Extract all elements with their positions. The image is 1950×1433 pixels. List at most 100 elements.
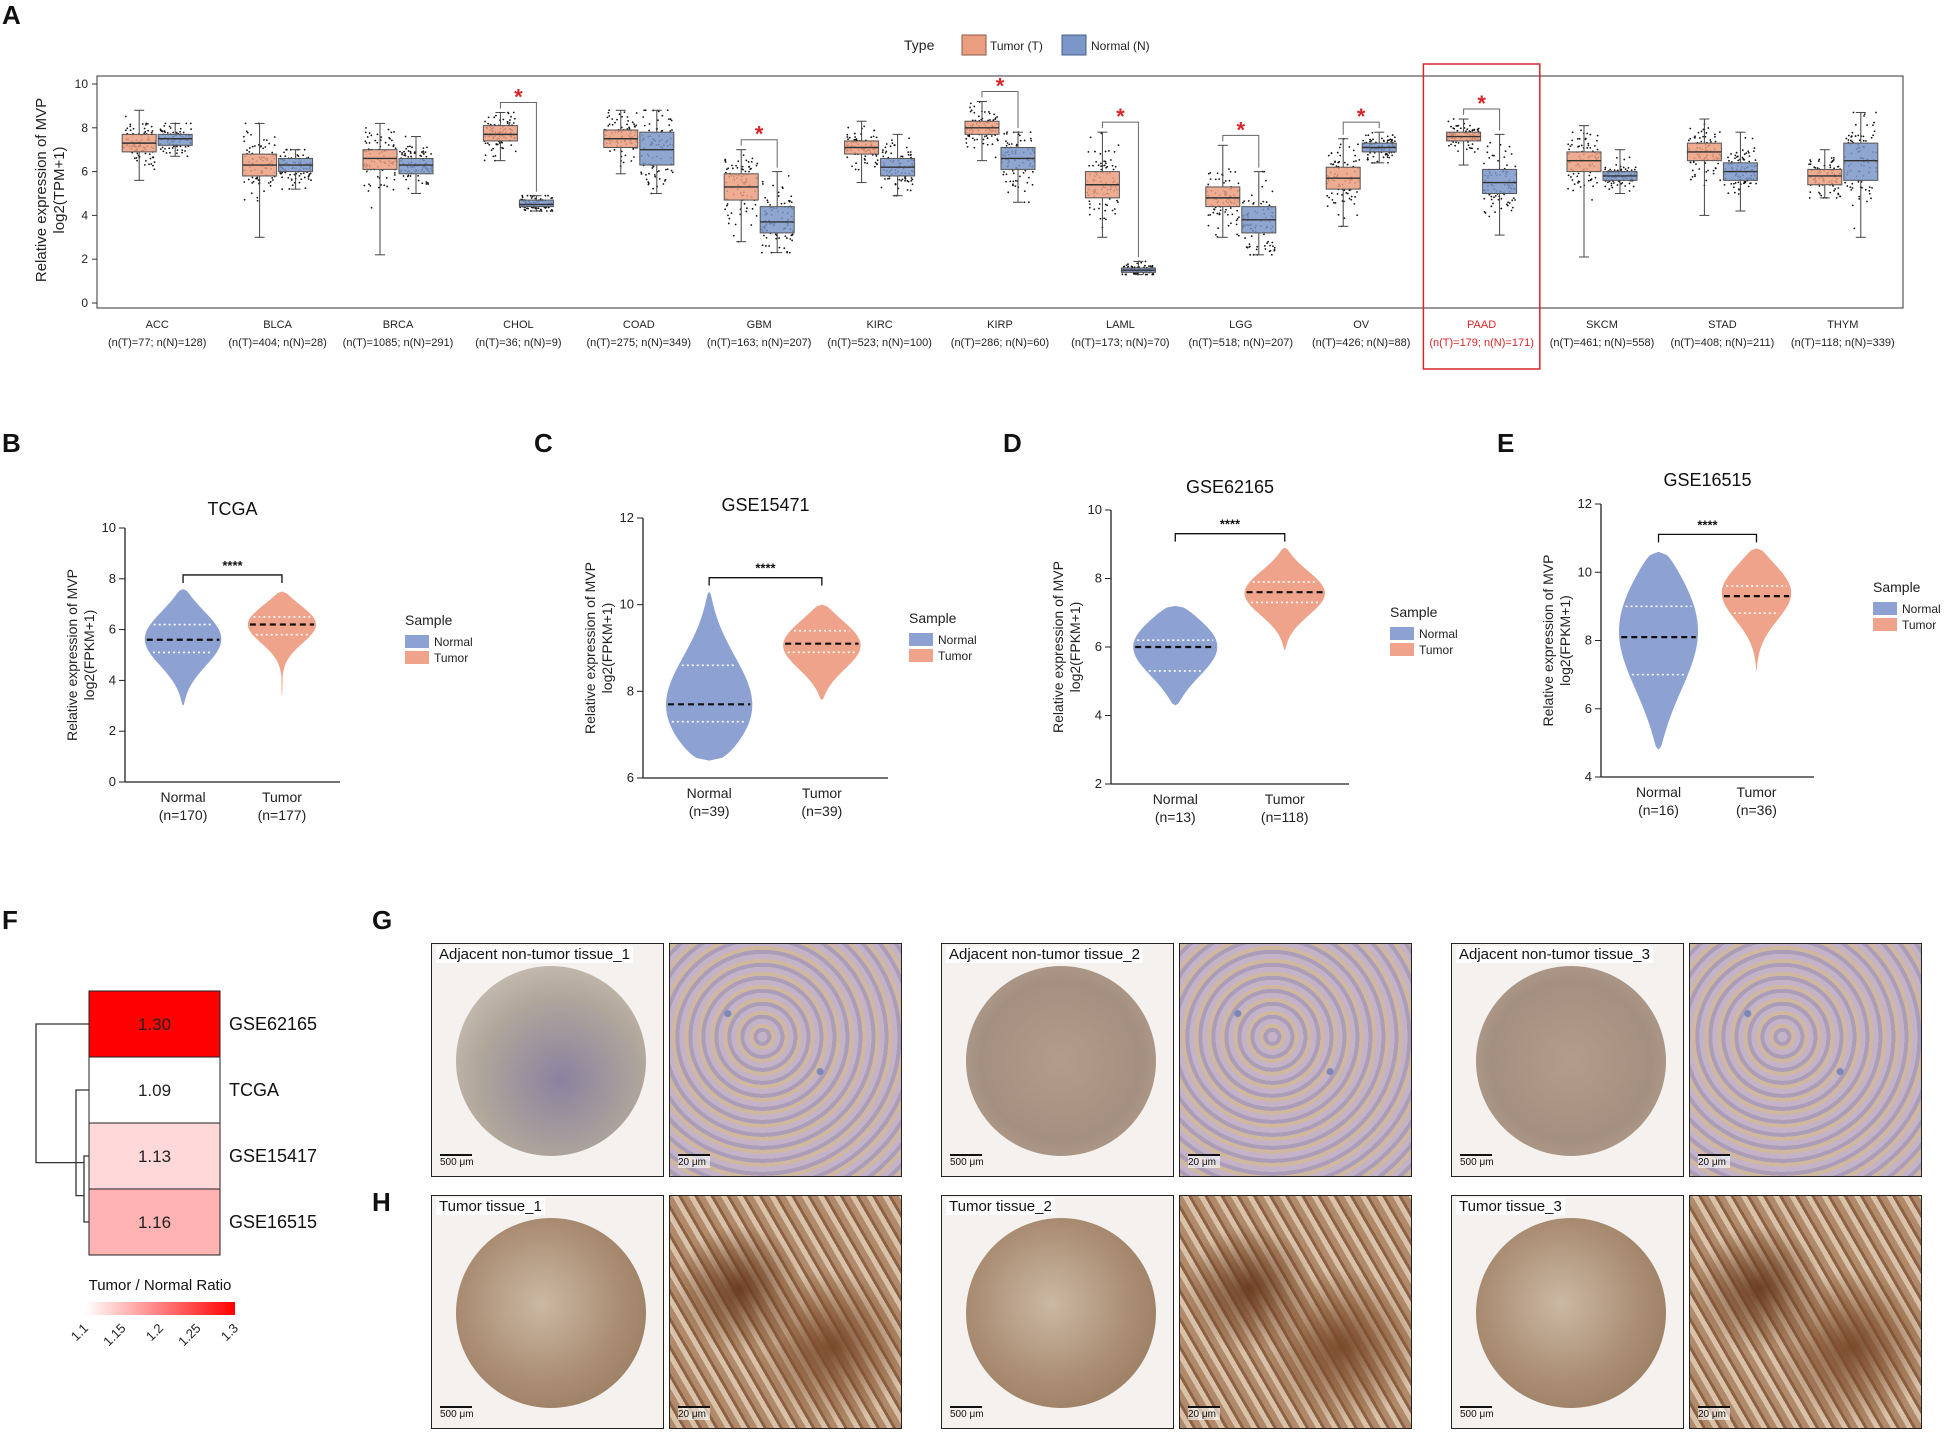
data-point: [1027, 201, 1030, 204]
significance-bracket: [708, 577, 823, 586]
data-point: [1577, 172, 1580, 175]
data-point: [1747, 151, 1750, 154]
data-point: [1394, 140, 1396, 142]
data-point: [1700, 130, 1703, 133]
data-point: [430, 153, 432, 155]
data-point: [1366, 153, 1369, 156]
data-point: [1593, 144, 1596, 147]
data-point: [392, 144, 395, 146]
data-point: [1262, 200, 1265, 203]
data-point: [651, 167, 654, 169]
data-point: [1270, 253, 1273, 256]
data-point: [1022, 171, 1025, 174]
y-tick-label: 4: [81, 208, 88, 222]
data-point: [1853, 227, 1856, 230]
data-point: [1714, 135, 1716, 138]
data-point: [621, 115, 623, 118]
data-point: [1700, 140, 1703, 143]
y-tick-label: 6: [1585, 701, 1592, 716]
data-point: [145, 159, 147, 162]
category-count-label: (n(T)=408; n(N)=211): [1671, 337, 1775, 349]
data-point: [872, 135, 875, 138]
data-point: [1489, 141, 1492, 144]
data-point: [1382, 156, 1385, 159]
data-point: [1106, 165, 1109, 168]
data-point: [882, 149, 884, 151]
data-point: [1742, 182, 1745, 185]
data-point: [1029, 137, 1032, 140]
data-point: [1140, 261, 1143, 264]
data-point: [512, 111, 515, 114]
data-point: [1596, 134, 1599, 137]
data-point: [1112, 168, 1115, 171]
data-point: [984, 135, 986, 138]
plot-frame: [96, 75, 1904, 309]
category-label: ACC: [146, 319, 169, 331]
data-point: [150, 131, 153, 134]
data-point: [1868, 186, 1871, 189]
y-axis-label: Relative expression of MVP: [1050, 561, 1066, 733]
y-axis-label: Relative expression of MVP: [64, 569, 80, 741]
data-point: [1568, 148, 1571, 151]
data-point: [1256, 245, 1259, 248]
category-count-label: (n(T)=36; n(N)=9): [475, 337, 561, 349]
data-point: [1023, 201, 1026, 204]
data-point: [634, 125, 636, 128]
data-point: [1727, 192, 1730, 195]
data-point: [401, 153, 403, 156]
data-point: [904, 179, 906, 182]
data-point: [741, 165, 744, 168]
data-point: [1567, 187, 1569, 190]
data-point: [648, 123, 651, 125]
data-point: [1849, 186, 1852, 189]
data-point: [786, 237, 788, 239]
data-point: [1116, 201, 1119, 204]
data-point: [763, 234, 765, 237]
data-point: [374, 139, 377, 142]
data-point: [875, 136, 878, 139]
data-point: [1573, 183, 1576, 186]
data-point: [1863, 115, 1865, 117]
data-point: [268, 142, 271, 145]
data-point: [1830, 161, 1833, 164]
data-point: [1833, 167, 1835, 170]
data-point: [495, 114, 497, 117]
data-point: [1386, 139, 1389, 142]
data-point: [510, 144, 513, 147]
data-point: [910, 177, 913, 179]
data-point: [1328, 196, 1331, 199]
category-label: PAAD: [1467, 319, 1496, 331]
x-category-label: Normal: [160, 789, 205, 805]
data-point: [243, 140, 246, 143]
heatmap-row-label: GSE62165: [229, 1014, 317, 1034]
data-point: [1332, 201, 1335, 204]
data-point: [309, 172, 312, 175]
data-point: [1864, 188, 1867, 191]
data-point: [1596, 148, 1599, 151]
data-point: [1146, 273, 1149, 276]
data-point: [620, 150, 623, 153]
data-point: [365, 142, 368, 144]
data-point: [1236, 233, 1238, 236]
colorbar: [85, 1302, 235, 1315]
legend-label-tumor: Tumor: [1419, 643, 1453, 657]
data-point: [851, 165, 853, 168]
data-point: [545, 210, 548, 212]
dendrogram: [35, 1023, 89, 1164]
heatmap-row-label: GSE15417: [229, 1146, 317, 1166]
data-point: [846, 136, 849, 138]
data-point: [1738, 188, 1740, 190]
data-point: [1234, 171, 1237, 173]
box-normal: [157, 133, 193, 146]
data-point: [1209, 178, 1212, 181]
data-point: [1743, 153, 1746, 156]
data-point: [1854, 135, 1857, 137]
data-point: [283, 151, 285, 154]
data-point: [1705, 179, 1708, 182]
data-point: [996, 138, 999, 141]
data-point: [1252, 202, 1255, 204]
data-point: [1467, 144, 1470, 147]
data-point: [647, 183, 650, 186]
data-point: [907, 151, 910, 154]
data-point: [163, 130, 166, 132]
